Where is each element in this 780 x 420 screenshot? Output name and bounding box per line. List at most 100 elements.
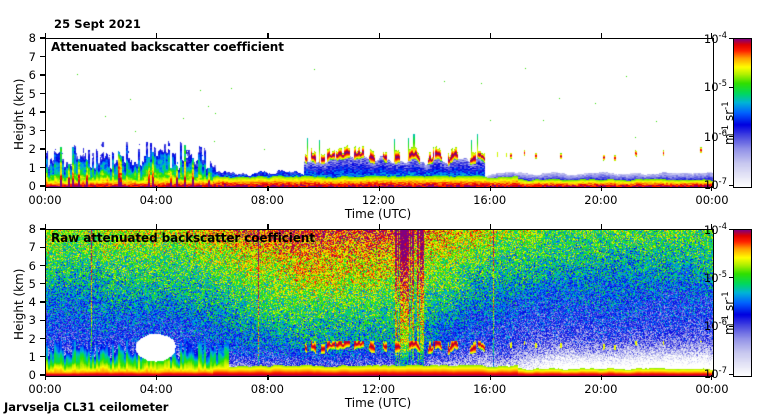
x-tick — [710, 375, 712, 380]
x-tick-top — [267, 33, 269, 38]
colorbar-tick — [729, 373, 733, 375]
colorbar-tick — [729, 86, 733, 88]
panel-label-attenuated: Attenuated backscatter coefficient — [51, 40, 284, 54]
x-tick-label: 04:00 — [139, 193, 173, 207]
y-tick-label: 6 — [28, 68, 36, 82]
y-tick-label: 4 — [28, 295, 36, 309]
plot-area-attenuated — [45, 38, 714, 188]
y-axis-label-raw: Height (km) — [12, 268, 26, 340]
x-axis-label-attenuated: Time (UTC) — [344, 207, 412, 221]
colorbar-tick-label: 10-5 — [703, 269, 727, 285]
y-tick — [40, 55, 45, 58]
y-tick — [40, 337, 45, 340]
y-tick-label: 5 — [28, 86, 36, 101]
colorbar-tick-label: 10-5 — [703, 79, 727, 95]
x-tick-top — [600, 33, 603, 38]
y-tick-label: 8 — [28, 222, 36, 236]
x-tick-top — [710, 224, 712, 229]
x-tick — [156, 186, 158, 191]
y-tick — [40, 319, 45, 321]
x-tick — [710, 186, 712, 191]
y-tick-label: 1 — [28, 160, 36, 175]
y-tick-label: 0 — [28, 179, 36, 193]
colorbar-tick — [729, 38, 733, 40]
y-tick-label: 3 — [28, 123, 36, 138]
x-tick-top — [489, 224, 491, 229]
y-tick — [40, 264, 45, 267]
colorbar-attenuated: 10-4 10-5 10-6 10-7 — [704, 32, 780, 192]
panel-attenuated: Attenuated backscatter coefficient 0 1 2 3 4… — [28, 31, 728, 207]
x-tick-top — [156, 224, 158, 229]
colorbar-tick — [729, 325, 733, 327]
x-tick — [378, 186, 380, 191]
x-tick-top — [378, 33, 380, 38]
colorbar-label-raw: m-1 sr-1 — [721, 291, 736, 335]
x-tick-label: 20:00 — [584, 382, 618, 396]
x-tick-top — [600, 224, 603, 229]
y-tick — [40, 129, 45, 132]
y-tick-label: 2 — [28, 142, 36, 156]
x-tick — [45, 375, 47, 380]
x-tick — [267, 375, 269, 380]
x-tick — [600, 375, 603, 380]
x-tick-label: 12:00 — [361, 193, 396, 207]
backscatter-heatmap-attenuated — [46, 39, 713, 187]
footer-caption: Jarvselja CL31 ceilometer — [4, 400, 169, 414]
colorbar-label-attenuated: m-1 sr-1 — [721, 101, 736, 145]
date-title: 25 Sept 2021 — [54, 17, 142, 31]
y-tick — [40, 148, 45, 150]
x-tick-label: 00:00 — [28, 382, 62, 396]
x-tick-label: 12:00 — [361, 382, 396, 396]
x-tick-top — [489, 33, 491, 38]
y-tick — [40, 301, 45, 303]
x-tick-label: 00:00 — [28, 193, 62, 207]
x-tick-label: 08:00 — [250, 382, 284, 396]
colorbar-tick-label: 10-6 — [703, 318, 727, 334]
y-tick — [40, 374, 45, 376]
x-tick-label: 20:00 — [584, 193, 618, 207]
x-tick-label: 04:00 — [139, 382, 173, 396]
panel-label-raw: Raw attenuated backscatter coefficient — [51, 231, 315, 245]
colorbar-gradient-attenuated — [733, 38, 752, 188]
y-tick-label: 7 — [28, 49, 36, 64]
y-tick-label: 2 — [28, 331, 36, 346]
colorbar-tick — [729, 277, 733, 279]
x-tick-top — [45, 224, 47, 229]
colorbar-tick — [729, 184, 733, 186]
colorbar-canvas-attenuated — [734, 39, 751, 187]
y-tick — [40, 356, 45, 358]
y-tick — [40, 74, 45, 76]
colorbar-tick-label: 10-7 — [704, 366, 727, 381]
y-tick-label: 4 — [28, 105, 36, 119]
y-tick — [40, 37, 45, 39]
x-tick-label: 00:00 — [695, 193, 729, 207]
backscatter-heatmap-raw — [46, 230, 713, 376]
x-tick-label: 16:00 — [473, 193, 507, 207]
y-tick-label: 0 — [28, 368, 36, 382]
x-tick-top — [710, 33, 712, 38]
x-tick — [156, 375, 158, 380]
x-axis-label-raw: Time (UTC) — [344, 396, 412, 410]
x-tick-label: 00:00 — [695, 382, 729, 396]
colorbar-tick — [729, 136, 733, 138]
y-tick — [40, 283, 45, 285]
y-tick-label: 1 — [28, 349, 36, 364]
colorbar-tick-label: 10-7 — [704, 177, 727, 192]
y-tick — [40, 185, 45, 187]
colorbar-raw: 10-4 10-5 10-6 10-7 — [704, 223, 780, 381]
colorbar-tick-label: 10-6 — [703, 128, 727, 144]
colorbar-tick — [729, 229, 733, 231]
y-tick — [40, 246, 45, 248]
x-tick-top — [267, 224, 269, 229]
x-tick — [267, 186, 269, 191]
y-axis-label-attenuated: Height (km) — [12, 78, 26, 150]
colorbar-tick-label: 10-4 — [703, 30, 727, 46]
plot-area-raw — [45, 229, 714, 377]
y-tick-label: 8 — [28, 31, 36, 45]
x-tick-label: 16:00 — [473, 382, 507, 396]
x-tick-top — [378, 224, 380, 229]
y-tick — [40, 228, 45, 230]
x-tick — [489, 186, 491, 191]
colorbar-tick-label: 10-4 — [703, 221, 727, 237]
